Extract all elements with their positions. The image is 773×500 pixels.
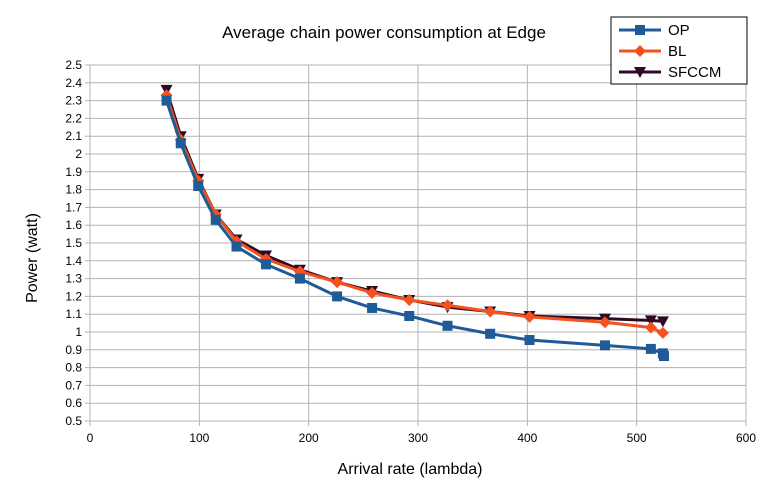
legend-marker-sfccm — [634, 67, 646, 78]
series-op — [161, 95, 669, 362]
x-tick-label: 100 — [189, 431, 209, 445]
y-tick-label: 1.8 — [65, 183, 82, 197]
data-point-op — [599, 340, 610, 351]
x-tick-label: 300 — [408, 431, 428, 445]
legend-entry-op: OP — [619, 22, 690, 39]
plot-area-border — [89, 64, 747, 422]
data-point-bl — [523, 310, 536, 323]
y-tick-label: 1.6 — [65, 218, 82, 232]
data-point-op — [294, 273, 305, 284]
data-point-op — [231, 241, 242, 252]
x-axis-label: Arrival rate (lambda) — [338, 461, 483, 478]
legend-entry-sfccm: SFCCM — [619, 64, 721, 81]
series-layer — [160, 84, 669, 362]
data-point-op — [485, 328, 496, 339]
y-tick-label: 2.1 — [65, 129, 82, 143]
data-point-bl — [441, 299, 454, 312]
y-tick-label: 1.7 — [65, 200, 82, 214]
data-point-bl — [331, 276, 344, 289]
data-point-op — [332, 291, 343, 302]
data-point-bl — [598, 316, 611, 329]
data-point-bl — [403, 293, 416, 306]
data-point-op — [175, 138, 186, 149]
x-tick-label: 500 — [627, 431, 647, 445]
data-point-sfccm — [656, 316, 669, 328]
y-tick-label: 0.8 — [65, 361, 82, 375]
axes — [85, 64, 747, 426]
data-point-op — [367, 302, 378, 313]
y-tick-label: 2.2 — [65, 111, 82, 125]
data-point-bl — [644, 321, 657, 334]
x-tick-label: 200 — [299, 431, 319, 445]
data-point-op — [161, 95, 172, 106]
y-tick-label: 1.1 — [65, 307, 82, 321]
y-tick-label: 2 — [75, 147, 82, 161]
y-tick-label: 1.2 — [65, 289, 82, 303]
data-point-bl — [366, 286, 379, 299]
data-point-op — [645, 343, 656, 354]
chart-title: Average chain power consumption at Edge — [222, 23, 546, 42]
y-tick-label: 1 — [75, 325, 82, 339]
data-point-op — [261, 259, 272, 270]
legend: OP BL SFCCM — [610, 16, 748, 85]
legend-label-sfccm: SFCCM — [668, 64, 721, 81]
y-tick-label: 0.9 — [65, 343, 82, 357]
data-point-op — [193, 181, 204, 192]
y-tick-label: 1.5 — [65, 236, 82, 250]
data-point-op — [524, 335, 535, 346]
y-tick-label: 2.5 — [65, 58, 82, 72]
y-tick-label: 2.4 — [65, 76, 82, 90]
y-tick-label: 0.7 — [65, 378, 82, 392]
data-point-bl — [656, 326, 669, 339]
y-axis-label: Power (watt) — [24, 213, 41, 303]
data-point-bl — [484, 305, 497, 318]
data-point-op — [659, 351, 669, 362]
y-tick-label: 2.3 — [65, 94, 82, 108]
series-line-bl — [165, 94, 664, 335]
y-tick-label: 1.9 — [65, 165, 82, 179]
data-point-op — [404, 310, 415, 321]
data-point-op — [210, 214, 221, 225]
legend-marker-op — [635, 25, 645, 35]
y-tick-label: 1.4 — [65, 254, 82, 268]
data-point-op — [442, 320, 453, 331]
y-tick-label: 1.3 — [65, 272, 82, 286]
y-tick-label: 0.6 — [65, 396, 82, 410]
legend-marker-bl — [634, 45, 646, 57]
y-tick-label: 0.5 — [65, 414, 82, 428]
gridlines — [89, 64, 747, 422]
legend-label-bl: BL — [668, 43, 686, 60]
x-tick-label: 600 — [736, 431, 756, 445]
legend-entry-bl: BL — [619, 43, 686, 60]
data-point-sfccm — [644, 315, 657, 327]
tick-labels: 0.5 0.6 0.7 0.8 0.9 1 1.1 1.2 1.3 1.4 1.5 1.6 1.7 1.8… — [65, 58, 756, 445]
x-tick-label: 0 — [87, 431, 94, 445]
legend-label-op: OP — [668, 22, 690, 39]
x-tick-label: 400 — [517, 431, 537, 445]
